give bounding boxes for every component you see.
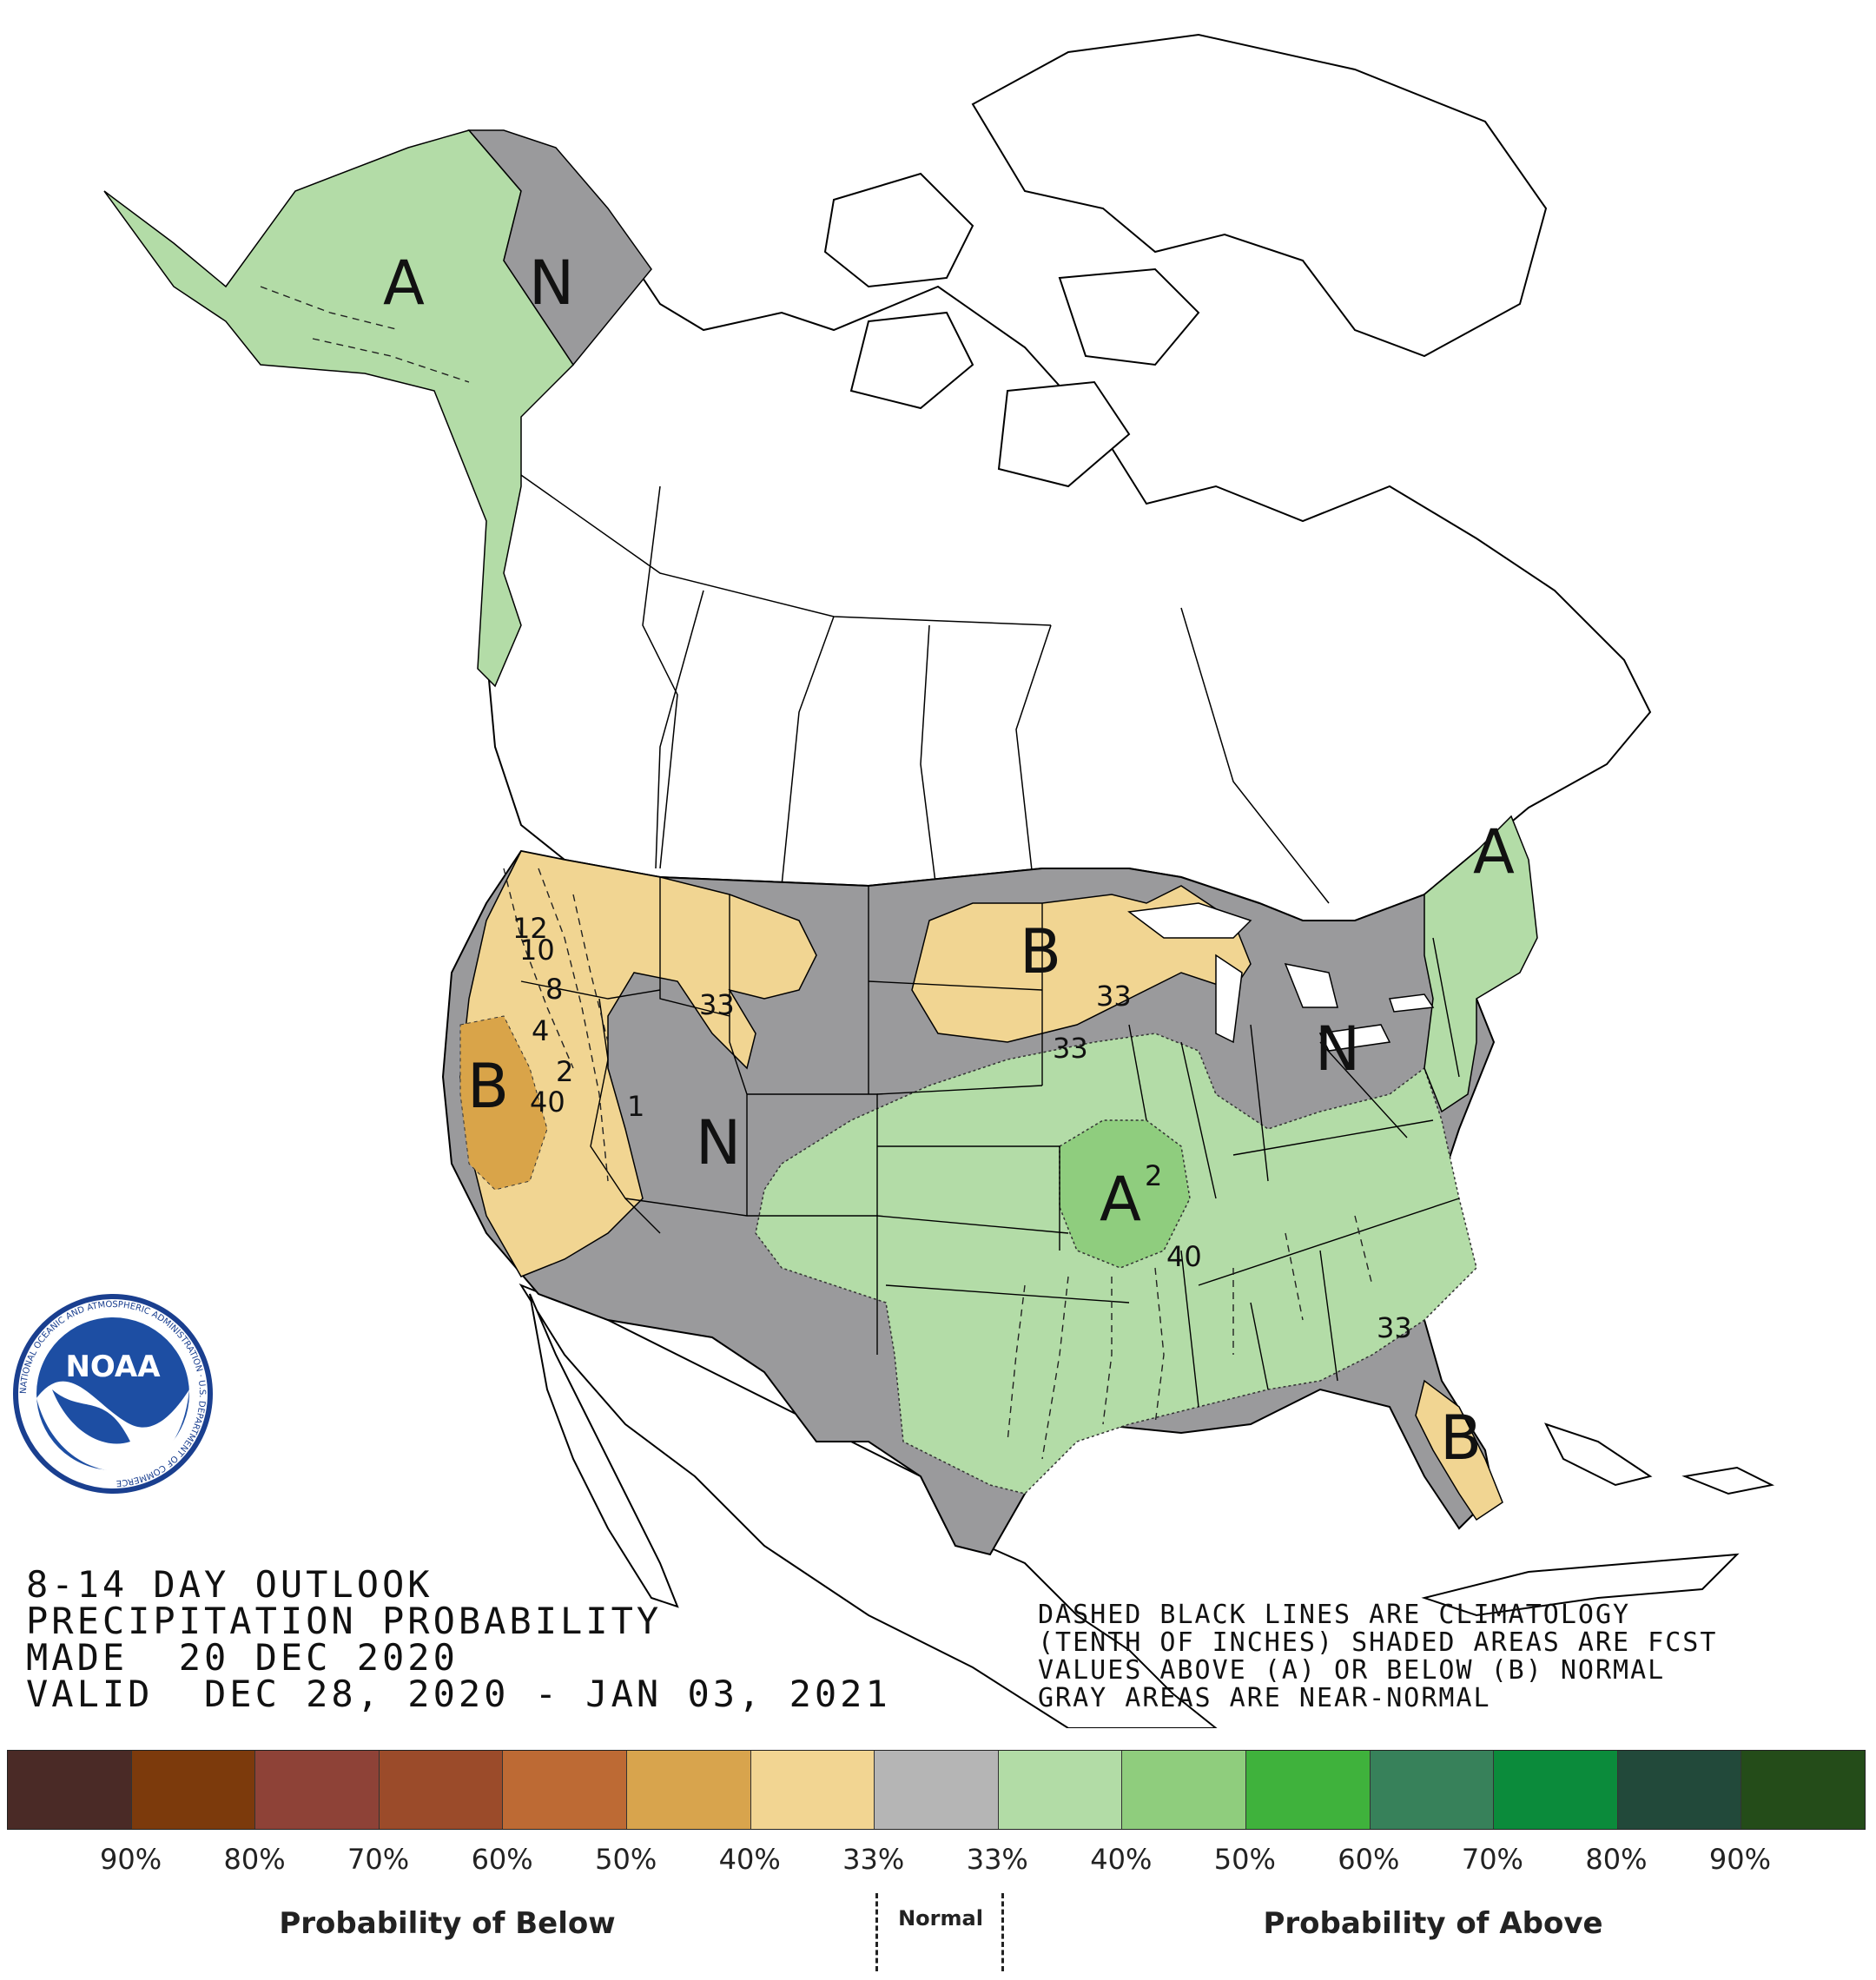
contour-label: 12 [512, 912, 548, 945]
legend-swatch [8, 1751, 132, 1829]
contour-label: 33 [1053, 1032, 1088, 1065]
legend-tick-label: 70% [347, 1843, 410, 1876]
legend-tick-label: 80% [223, 1843, 286, 1876]
legend-swatch [503, 1751, 627, 1829]
legend-above-label: Probability of Above [1263, 1906, 1603, 1941]
legend-swatch [1370, 1751, 1495, 1829]
legend-swatch [255, 1751, 380, 1829]
legend-tick-label: 50% [595, 1843, 657, 1876]
contour-label: 33 [1377, 1311, 1412, 1344]
legend-normal-label: Normal [898, 1906, 983, 1930]
legend-tick-label: 80% [1585, 1843, 1648, 1876]
outlook-map: A N B B N A A N B 33 33 33 40 40 33 12 1… [13, 33, 1775, 1728]
legend-tick-label: 90% [1708, 1843, 1772, 1876]
contour-label: 10 [519, 934, 555, 967]
alaska-above-region [103, 129, 574, 688]
region-label-fl-below: B [1440, 1402, 1482, 1474]
region-label-ak-normal: N [529, 248, 574, 319]
region-label-nplains-below: B [1020, 916, 1061, 987]
legend-tick-label: 50% [1213, 1843, 1276, 1876]
legend-divider-right [1001, 1893, 1004, 1971]
outlook-made-date: MADE 20 DEC 2020 [26, 1636, 459, 1679]
contour-label: 40 [530, 1086, 565, 1119]
note-line-1: DASHED BLACK LINES ARE CLIMATOLOGY [1038, 1600, 1631, 1630]
legend-swatch [998, 1751, 1123, 1829]
contour-label: 33 [699, 988, 735, 1021]
probability-legend [7, 1750, 1866, 1830]
legend-tick-label: 40% [1090, 1843, 1153, 1876]
legend-tick-label: 70% [1461, 1843, 1523, 1876]
legend-swatch [131, 1751, 256, 1829]
climatology-lines [260, 286, 1373, 1460]
contour-label: 4 [532, 1014, 549, 1047]
contour-label: 40 [1166, 1240, 1202, 1273]
region-label-midwest-above: A [1100, 1164, 1141, 1235]
legend-swatch [626, 1751, 751, 1829]
baja-california [529, 1293, 679, 1608]
alaska-normal-region [467, 129, 652, 366]
region-label-west-normal: N [696, 1107, 741, 1178]
contour-label: 33 [1096, 980, 1132, 1013]
contour-label: 8 [545, 973, 563, 1006]
outlook-subtitle: PRECIPITATION PROBABILITY [26, 1600, 663, 1642]
noaa-logo-text: NOAA [65, 1350, 161, 1384]
contour-label: 2 [1145, 1159, 1162, 1192]
note-line-2: (TENTH OF INCHES) SHADED AREAS ARE FCST [1038, 1627, 1718, 1658]
canada-province-borders [512, 468, 1330, 904]
outlook-title: 8-14 DAY OUTLOOK [26, 1563, 433, 1606]
legend-tick-label: 60% [471, 1843, 533, 1876]
caribbean-islands [1421, 1422, 1775, 1617]
note-line-4: GRAY AREAS ARE NEAR-NORMAL [1038, 1683, 1491, 1713]
region-label-ak-above: A [383, 248, 425, 319]
region-label-ohio-normal: N [1315, 1013, 1360, 1085]
mexico-landmass [519, 1283, 1218, 1728]
legend-tick-label: 60% [1338, 1843, 1400, 1876]
legend-swatch [1741, 1751, 1865, 1829]
legend-swatch [1617, 1751, 1742, 1829]
region-label-ca-below: B [467, 1051, 509, 1122]
florida-below-region [1415, 1379, 1503, 1521]
note-line-3: VALUES ABOVE (A) OR BELOW (B) NORMAL [1038, 1655, 1666, 1686]
legend-tick-label: 33% [966, 1843, 1028, 1876]
legend-swatch [1494, 1751, 1618, 1829]
region-label-ne-above: A [1473, 816, 1515, 888]
legend-swatch [750, 1751, 875, 1829]
legend-swatch [379, 1751, 504, 1829]
legend-divider-left [875, 1893, 878, 1971]
midwest-above-40-region [1059, 1119, 1191, 1269]
legend-tick-label: 90% [99, 1843, 162, 1876]
northeast-above-region [1424, 815, 1538, 1113]
legend-below-label: Probability of Below [279, 1906, 616, 1941]
legend-swatch [1245, 1751, 1371, 1829]
legend-tick-label: 33% [842, 1843, 905, 1876]
arctic-islands [823, 33, 1548, 488]
contour-label: 1 [627, 1090, 644, 1123]
canada-landmass [485, 224, 1652, 921]
great-lakes [1127, 902, 1435, 1052]
noaa-logo: NOAA NATIONAL OCEANIC AND ATMOSPHERIC AD… [13, 1294, 213, 1494]
legend-swatch [875, 1751, 999, 1829]
contour-label: 2 [556, 1055, 573, 1088]
legend-swatch [1122, 1751, 1246, 1829]
california-below-40-region [459, 1015, 548, 1191]
us-state-borders [520, 877, 1460, 1408]
outlook-valid-range: VALID DEC 28, 2020 - JAN 03, 2021 [26, 1673, 891, 1715]
legend-tick-label: 40% [718, 1843, 781, 1876]
